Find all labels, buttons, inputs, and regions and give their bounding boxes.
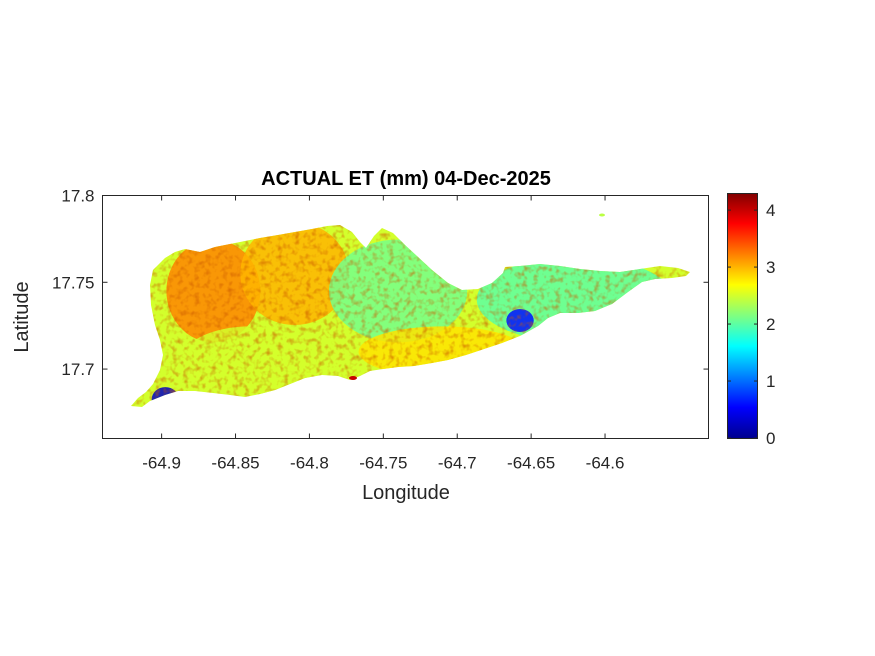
colorbar-tick-label: 1 (766, 372, 775, 391)
colorbar-tick-label: 4 (766, 201, 775, 220)
y-tick-label: 17.8 (61, 187, 94, 206)
x-tick-label: -64.7 (438, 454, 477, 473)
x-tick-label: -64.6 (586, 454, 625, 473)
y-tick-label: 17.75 (52, 273, 95, 292)
x-tick-label: -64.65 (507, 454, 555, 473)
y-tick-label: 17.7 (61, 360, 94, 379)
colorbar-frame (727, 193, 758, 439)
plot-frame (102, 195, 709, 439)
colorbar: 0 1 2 3 4 (727, 193, 775, 448)
x-tick-label: -64.9 (142, 454, 181, 473)
x-axis-label: Longitude (362, 482, 450, 504)
small-islets (349, 213, 605, 380)
x-axis-ticks: -64.9 -64.85 -64.8 -64.75 -64.7 -64.65 -64.6 (142, 195, 625, 473)
colorbar-tick-label: 3 (766, 258, 775, 277)
x-tick-label: -64.75 (359, 454, 407, 473)
islet (349, 376, 357, 380)
x-tick-label: -64.85 (211, 454, 259, 473)
y-axis-ticks: 17.7 17.75 17.8 (52, 187, 709, 379)
plot-area: -64.9 -64.85 -64.8 -64.75 -64.7 -64.65 -64.6 1… (52, 187, 709, 473)
colorbar-tick-label: 2 (766, 315, 775, 334)
x-tick-label: -64.8 (290, 454, 329, 473)
colorbar-tick-label: 0 (766, 429, 775, 448)
colorbar-gradient (727, 193, 758, 438)
island-texture (131, 225, 690, 407)
islet (599, 213, 605, 217)
colorbar-ticks: 0 1 2 3 4 (727, 201, 775, 448)
y-axis-label: Latitude (11, 281, 33, 352)
chart-title: ACTUAL ET (mm) 04-Dec-2025 (261, 168, 551, 190)
